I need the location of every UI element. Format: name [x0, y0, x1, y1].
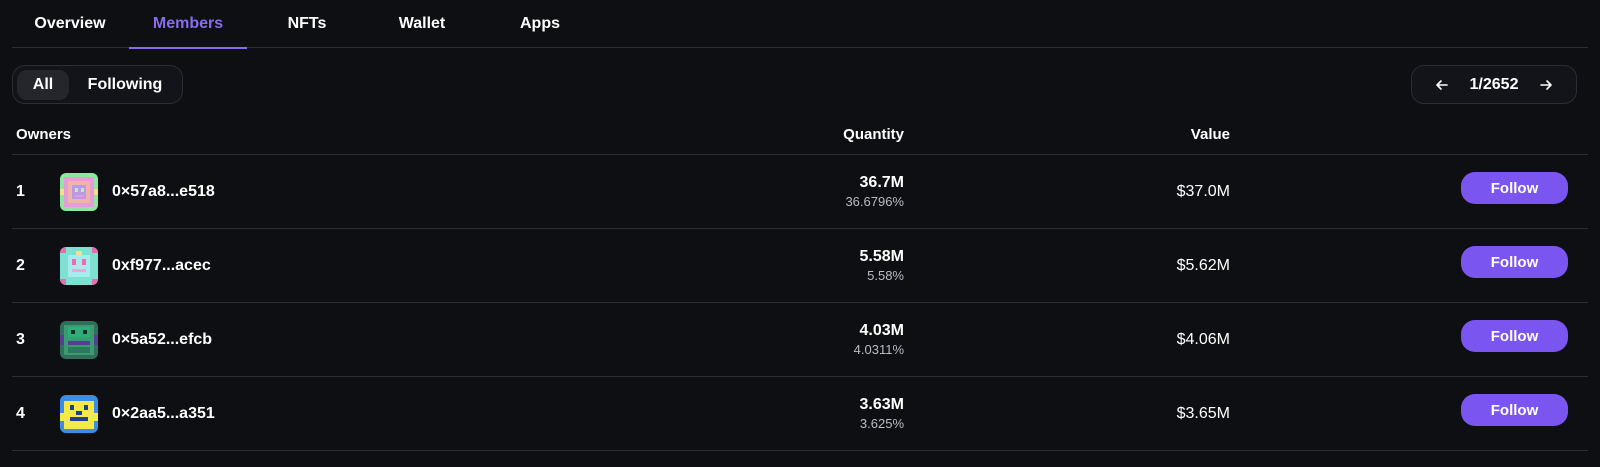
quantity-cell: 4.03M 4.0311% — [854, 321, 904, 359]
owners-header: Owners — [16, 126, 72, 143]
value-cell: $3.65M — [1176, 405, 1230, 422]
filter-all[interactable]: All — [17, 70, 69, 100]
avatar[interactable] — [60, 173, 98, 211]
filter-following[interactable]: Following — [87, 76, 163, 93]
owner-address[interactable]: 0×57a8...e518 — [112, 183, 215, 200]
value-header: Value — [1190, 126, 1230, 143]
value-cell: $5.62M — [1176, 257, 1230, 274]
quantity-cell: 36.7M 36.6796% — [845, 173, 904, 211]
rank: 2 — [16, 257, 25, 274]
table-row[interactable]: 3 0×5a52...efcb 4.03M 4.0311% $4.06M Fol… — [12, 303, 1588, 377]
quantity-header: Quantity — [843, 126, 904, 143]
tab-apps[interactable]: Apps — [520, 15, 560, 32]
value-cell: $37.0M — [1176, 183, 1230, 200]
quantity-value: 4.03M — [859, 322, 904, 339]
tab-members[interactable]: Members — [129, 0, 247, 49]
quantity-percent: 4.0311% — [853, 342, 904, 357]
table-row[interactable]: 2 0xf977...acec 5.58M 5.58% $5.62M Follo… — [12, 229, 1588, 303]
quantity-cell: 3.63M 3.625% — [860, 395, 904, 433]
tab-nfts[interactable]: NFTs — [287, 15, 327, 32]
quantity-percent: 36.6796% — [845, 194, 904, 209]
owner-address[interactable]: 0xf977...acec — [112, 257, 211, 274]
owner-address[interactable]: 0×5a52...efcb — [112, 331, 213, 348]
avatar[interactable] — [60, 321, 98, 359]
tab-bar: Overview Members NFTs Wallet Apps — [12, 0, 1588, 49]
quantity-percent: 5.58% — [867, 268, 904, 283]
value-cell: $4.06M — [1176, 331, 1230, 348]
rank: 4 — [16, 405, 25, 422]
table-header: Owners Quantity Value — [12, 112, 1588, 155]
table-row[interactable]: 4 0×2aa5...a351 3.63M 3.625% $3.65M Foll… — [12, 377, 1588, 451]
tab-overview[interactable]: Overview — [34, 15, 106, 32]
rank: 3 — [16, 331, 25, 348]
pagination: 1/2652 — [1411, 65, 1577, 104]
page-indicator: 1/2652 — [1469, 75, 1519, 93]
member-filter: All Following — [12, 65, 183, 104]
owner-address[interactable]: 0×2aa5...a351 — [112, 405, 215, 422]
arrow-left-icon[interactable] — [1432, 75, 1452, 95]
quantity-value: 5.58M — [859, 248, 904, 265]
tab-wallet[interactable]: Wallet — [398, 15, 446, 32]
table-row[interactable]: 1 0×57a8...e518 36.7M 36.6796% $37.0M Fo… — [12, 155, 1588, 229]
follow-button[interactable]: Follow — [1461, 320, 1568, 352]
follow-button[interactable]: Follow — [1461, 246, 1568, 278]
avatar[interactable] — [60, 247, 98, 285]
rank: 1 — [16, 183, 25, 200]
arrow-right-icon[interactable] — [1536, 75, 1556, 95]
quantity-value: 3.63M — [859, 396, 904, 413]
quantity-value: 36.7M — [859, 174, 904, 191]
follow-button[interactable]: Follow — [1461, 172, 1568, 204]
avatar[interactable] — [60, 395, 98, 433]
follow-button[interactable]: Follow — [1461, 394, 1568, 426]
quantity-percent: 3.625% — [859, 416, 904, 431]
quantity-cell: 5.58M 5.58% — [860, 247, 904, 285]
